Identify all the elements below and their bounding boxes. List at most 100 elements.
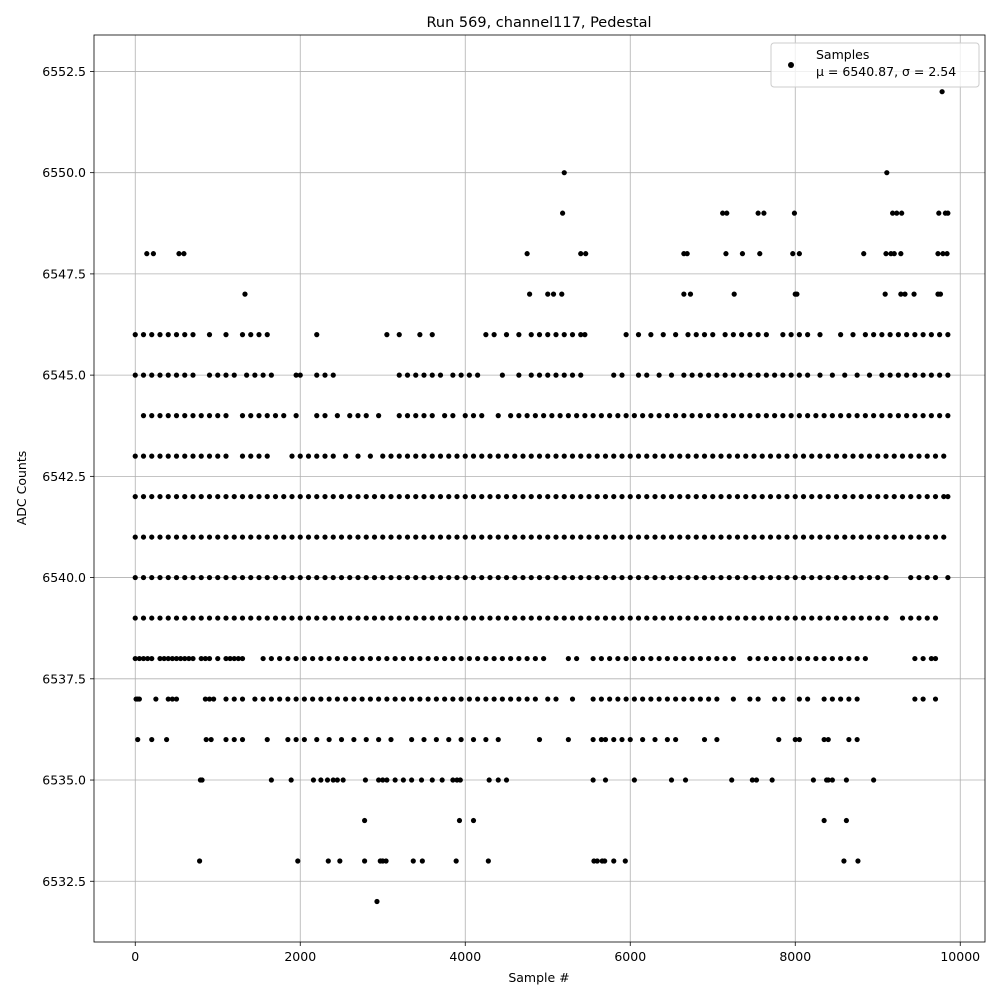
data-point [821,413,827,419]
data-point [635,534,642,540]
data-point [314,493,320,500]
data-point [772,413,778,419]
data-point [796,251,802,257]
data-point [165,332,171,338]
data-point [215,655,221,662]
data-point [429,574,435,581]
data-point [215,372,221,378]
data-point [520,453,526,459]
data-point [404,534,411,540]
data-point [491,655,497,662]
data-point [157,655,163,662]
data-point [140,413,147,419]
data-point [503,615,510,621]
data-point [404,615,411,621]
data-point [767,493,774,500]
data-point [429,777,435,783]
data-point [512,453,518,459]
data-point [149,493,155,500]
data-point [227,655,233,662]
data-point [503,332,510,338]
data-point [499,655,505,662]
data-point [677,574,683,581]
data-point [145,655,151,662]
data-point [569,372,576,378]
data-point [932,615,939,621]
data-point [503,453,510,459]
data-point [731,291,737,297]
data-point [367,696,373,702]
data-point [310,655,316,662]
data-point [264,615,270,621]
data-point [924,534,930,540]
data-point [404,372,411,378]
data-point [924,493,930,500]
data-point [268,655,274,662]
data-point [809,493,815,500]
data-point [322,372,328,378]
data-point [681,413,687,419]
data-point [429,453,435,459]
data-point [714,372,720,378]
data-point [619,493,625,500]
y-tick-label: 6545.0 [42,368,86,383]
data-point [442,655,448,662]
data-point [149,615,155,621]
data-point [586,615,592,621]
data-point [376,413,382,419]
data-point [223,615,229,621]
data-point [730,696,736,702]
data-point [747,372,753,378]
data-point [347,413,353,419]
data-point [574,413,580,419]
data-point [894,210,900,216]
data-point [173,655,180,662]
data-point [536,574,543,581]
data-point [817,574,823,581]
data-point [470,413,477,419]
data-point [380,615,386,621]
data-point [536,453,543,459]
data-point [635,615,642,621]
y-axis-label: ADC Counts [14,451,29,526]
data-point [866,534,873,540]
data-point [197,858,203,864]
data-point [644,372,650,378]
data-point [891,493,897,500]
data-point [644,453,650,459]
data-point [697,372,703,378]
data-point [338,534,345,540]
data-point [190,453,196,459]
data-point [487,615,493,621]
data-point [268,777,274,783]
data-point [590,655,596,662]
data-point [753,777,760,783]
data-point [673,332,679,338]
x-tick-label: 4000 [449,949,481,964]
data-point [355,534,361,540]
data-point [607,655,613,662]
data-point [602,493,609,500]
data-point [635,453,642,459]
data-point [866,453,873,459]
data-point [687,291,694,297]
data-point [532,413,538,419]
data-point [677,453,683,459]
data-point [668,372,675,378]
data-point [640,655,646,662]
data-point [479,493,485,500]
data-point [912,372,918,378]
data-point [891,453,897,459]
data-point [825,777,831,783]
data-point [388,453,394,459]
data-point [536,534,543,540]
data-point [462,574,468,581]
data-point [854,736,860,743]
data-point [512,574,518,581]
data-point [503,493,510,500]
data-point [920,413,926,419]
data-point [376,655,382,662]
data-point [833,493,840,500]
data-point [413,372,419,378]
data-point [380,534,386,540]
